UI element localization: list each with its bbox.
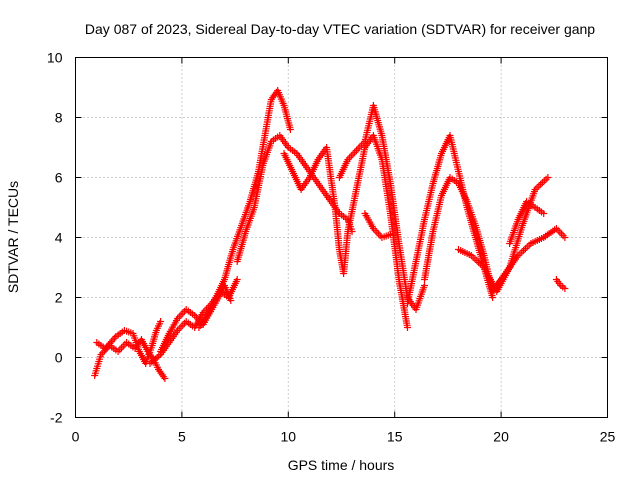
data-point-markers [489,225,569,295]
data-series-satellite-track-11 [421,174,514,295]
y-tick-label: 4 [55,230,63,246]
y-tick-label: 0 [55,350,63,366]
data-point-markers [404,132,497,307]
y-tick-label: 10 [47,50,63,66]
x-tick-label: 10 [281,429,297,445]
y-tick-label: -2 [50,410,63,426]
data-point-markers [421,174,514,295]
data-point-markers [361,210,394,241]
chart-title: Day 087 of 2023, Sidereal Day-to-day VTE… [85,21,595,37]
data-point-markers [93,318,165,367]
y-tick-label: 8 [55,110,63,126]
data-series-satellite-track-5 [195,87,294,331]
data-series-satellite-track-2 [93,318,165,367]
data-point-markers [195,87,294,331]
data-series-satellite-track-9 [361,210,394,241]
y-tick-label: 2 [55,290,63,306]
x-axis-label: GPS time / hours [288,457,395,473]
data-series-satellite-track-10 [404,132,497,307]
data-series-satellite-track-15 [552,276,569,292]
data-layer [91,87,569,382]
data-point-markers [552,276,569,292]
data-series-satellite-track-13 [489,225,569,295]
data-point-markers [506,198,548,247]
y-axis-label: SDTVAR / TECUs [5,181,21,293]
y-tick-label: 6 [55,170,63,186]
plot-frame [75,57,608,418]
x-tick-label: 25 [600,429,616,445]
x-tick-label: 0 [72,429,80,445]
x-tick-label: 15 [387,429,403,445]
data-series-satellite-track-14 [506,198,548,247]
data-point-markers [280,132,411,331]
data-series-satellite-track-7 [280,132,411,331]
x-tick-label: 20 [493,429,509,445]
x-tick-label: 5 [178,429,186,445]
